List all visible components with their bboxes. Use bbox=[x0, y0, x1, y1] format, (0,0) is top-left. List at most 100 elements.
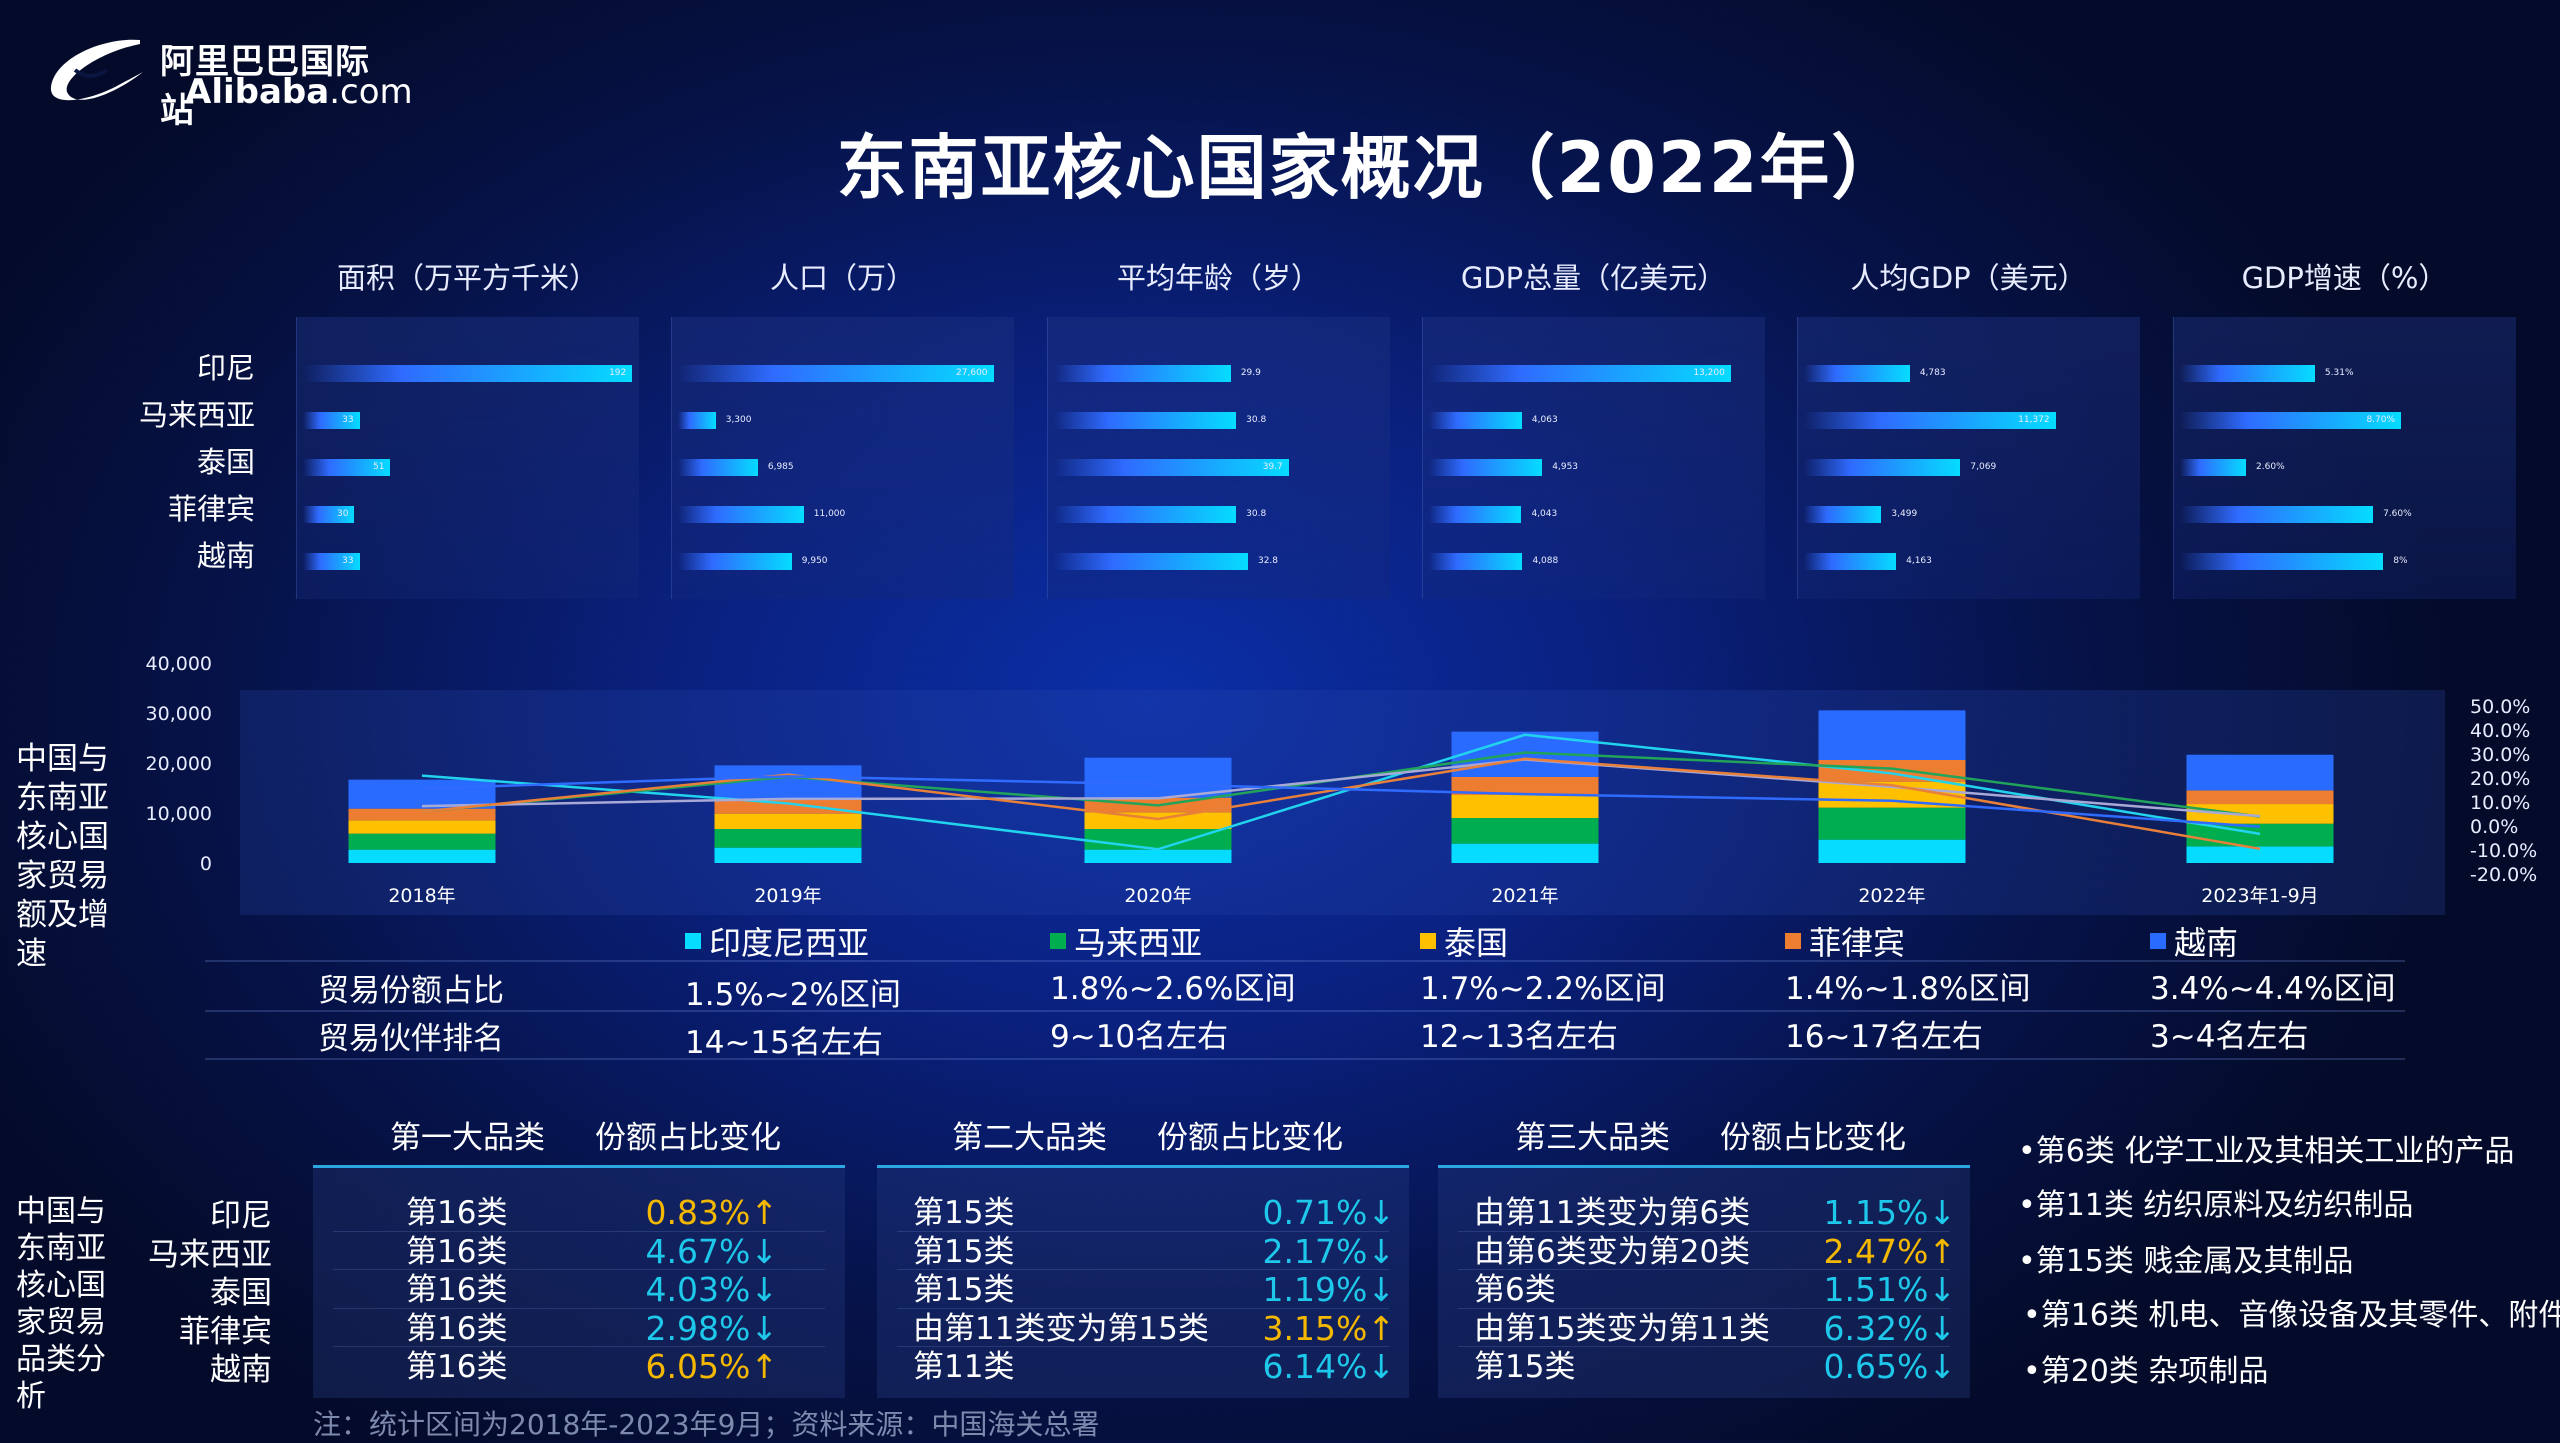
category-country-label: 印尼 bbox=[210, 1198, 272, 1234]
row-divider bbox=[1458, 1230, 1950, 1232]
bar-value-label: 2.60% bbox=[2256, 462, 2285, 472]
x-axis-tick: 2018年 bbox=[388, 885, 455, 907]
category-definition: •第11类 纺织原料及纺织制品 bbox=[2018, 1188, 2414, 1223]
trade-table-cell: 1.4%~1.8%区间 bbox=[1785, 971, 2031, 1007]
category-definition: •第16类 机电、音像设备及其零件、附件 bbox=[2023, 1298, 2560, 1333]
share-change-cell: 4.67%↓ bbox=[645, 1231, 778, 1271]
row-divider bbox=[1458, 1269, 1950, 1270]
row-label-country: 印尼 bbox=[196, 351, 255, 385]
stacked-bar-segment bbox=[2186, 790, 2334, 805]
share-change-header: 份额占比变化 bbox=[595, 1120, 781, 1156]
trade-table-cell: 3~4名左右 bbox=[2150, 1019, 2309, 1055]
left-axis-tick: 0 bbox=[200, 853, 212, 875]
right-axis-tick: 0.0% bbox=[2470, 816, 2518, 838]
legend-label: 马来西亚 bbox=[1074, 924, 1203, 962]
divider bbox=[205, 1058, 2405, 1060]
category-cell: 第16类 bbox=[406, 1233, 508, 1270]
trade-table-cell: 1.8%~2.6%区间 bbox=[1050, 971, 1296, 1007]
logo-en-wrap: Alibaba.com bbox=[185, 72, 413, 112]
category-definition: •第6类 化学工业及其相关工业的产品 bbox=[2018, 1134, 2515, 1169]
bar: 8% bbox=[2180, 553, 2408, 570]
row-divider bbox=[333, 1307, 825, 1309]
bar: 4,783 bbox=[1804, 365, 1946, 382]
legend-label: 菲律宾 bbox=[1809, 924, 1906, 962]
bar: 3,499 bbox=[1804, 506, 1917, 523]
trade-table-cell: 1.5%~2%区间 bbox=[685, 977, 901, 1013]
bar-value-label: 5.31% bbox=[2324, 368, 2354, 378]
category-cell: 第11类 bbox=[913, 1349, 1015, 1385]
bar-value-label: 3,499 bbox=[1891, 509, 1918, 519]
x-axis-tick: 2023年1-9月 bbox=[2201, 885, 2318, 907]
bar: 7.60% bbox=[2180, 506, 2412, 523]
logo-cn: 阿里巴巴国际站 bbox=[160, 42, 370, 131]
stacked-bar-segment bbox=[1084, 757, 1232, 798]
bar-value-label: 29.9 bbox=[1240, 368, 1261, 378]
row-divider bbox=[897, 1307, 1389, 1309]
stacked-bar-segment bbox=[2186, 754, 2334, 791]
bar: 8.70% bbox=[2180, 412, 2402, 429]
bar-value-label: 9,950 bbox=[801, 556, 828, 566]
stacked-bar-segment bbox=[714, 847, 862, 863]
legend-item: 菲律宾 bbox=[1785, 918, 1905, 964]
share-change-cell: 3.15%↑ bbox=[1262, 1308, 1395, 1348]
bar: 9,950 bbox=[678, 553, 828, 570]
stacked-bar-segment bbox=[1818, 760, 1966, 782]
share-change-header: 份额占比变化 bbox=[1157, 1120, 1343, 1156]
share-change-cell: 1.51%↓ bbox=[1823, 1270, 1956, 1309]
category-header: 第三大品类 bbox=[1515, 1120, 1670, 1156]
stacked-bar-segment bbox=[1818, 839, 1966, 863]
growth-line bbox=[421, 758, 2261, 818]
stacked-bar-segment bbox=[348, 779, 496, 809]
trade-chart: 0 10,000 20,000 30,000 40,000 50.0%40.0%30.0%… bbox=[146, 653, 2538, 907]
stacked-bar-segment bbox=[1451, 818, 1599, 844]
bar: 30.8 bbox=[1054, 506, 1266, 523]
legend-item: 马来西亚 bbox=[1050, 918, 1202, 964]
trade-table-cell: 16~17名左右 bbox=[1785, 1019, 1983, 1055]
bar-value-label: 7.60% bbox=[2383, 509, 2412, 519]
bar-panel: 29.9 30.8 39.7 30.8 32.8 bbox=[1047, 317, 1390, 599]
bar-panel: 192 33 51 30 33 bbox=[296, 317, 639, 599]
bar: 32.8 bbox=[1054, 553, 1278, 570]
row-divider bbox=[1458, 1346, 1950, 1347]
share-change-header: 份额占比变化 bbox=[1720, 1120, 1906, 1156]
category-country-label: 越南 bbox=[210, 1352, 272, 1388]
row-label-country: 菲律宾 bbox=[167, 492, 255, 526]
row-divider bbox=[897, 1269, 1389, 1270]
bar: 5.31% bbox=[2180, 365, 2354, 382]
legend-item: 越南 bbox=[2150, 918, 2238, 964]
bar: 29.9 bbox=[1054, 365, 1261, 382]
category-table: 第15类 0.71%↓ 第15类 2.17%↓ 第15类 1.19%↓ 由第11类变为第15… bbox=[877, 1165, 1409, 1398]
row-divider bbox=[1458, 1307, 1950, 1309]
stacked-bar-segment bbox=[1451, 777, 1599, 795]
x-axis-tick: 2021年 bbox=[1491, 885, 1558, 907]
footnote: 注：统计区间为2018年-2023年9月；资料来源：中国海关总署 bbox=[313, 1408, 1100, 1441]
bar: 4,088 bbox=[1429, 553, 1558, 570]
bar-value-label: 11,372 bbox=[2018, 415, 2050, 425]
growth-line bbox=[421, 775, 2261, 828]
row-divider bbox=[333, 1230, 825, 1232]
right-axis-tick: 50.0% bbox=[2470, 696, 2530, 718]
legend-label: 越南 bbox=[2174, 924, 2239, 962]
legend-swatch bbox=[1050, 933, 1066, 949]
bar-panel: 13,200 4,063 4,953 4,043 4,088 bbox=[1422, 317, 1765, 599]
share-change-cell: 2.17%↓ bbox=[1262, 1231, 1395, 1271]
legend-item: 印度尼西亚 bbox=[685, 918, 869, 964]
category-cell: 第16类 bbox=[406, 1310, 508, 1347]
bar-value-label: 4,953 bbox=[1552, 462, 1579, 472]
bar: 13,200 bbox=[1429, 365, 1731, 382]
panel-title: 人口（万） bbox=[769, 261, 915, 295]
trade-side-label: 中国与东南亚核心国家贸易额及增速 bbox=[16, 741, 109, 972]
row-divider bbox=[333, 1269, 825, 1270]
share-change-cell: 0.65%↓ bbox=[1823, 1347, 1956, 1386]
bar: 51 bbox=[303, 459, 391, 476]
right-axis-tick: -10.0% bbox=[2470, 840, 2537, 862]
left-axis-tick: 20,000 bbox=[146, 753, 212, 775]
legend-swatch bbox=[1785, 933, 1801, 949]
bar: 7,069 bbox=[1804, 459, 1996, 476]
bar: 33 bbox=[303, 412, 360, 429]
legend-swatch bbox=[1420, 933, 1436, 949]
stacked-bar-segment bbox=[1451, 843, 1599, 863]
logo-en-suffix: .com bbox=[329, 72, 413, 112]
category-cell: 由第6类变为第20类 bbox=[1474, 1233, 1751, 1270]
trade-table-cell: 12~13名左右 bbox=[1420, 1019, 1618, 1055]
